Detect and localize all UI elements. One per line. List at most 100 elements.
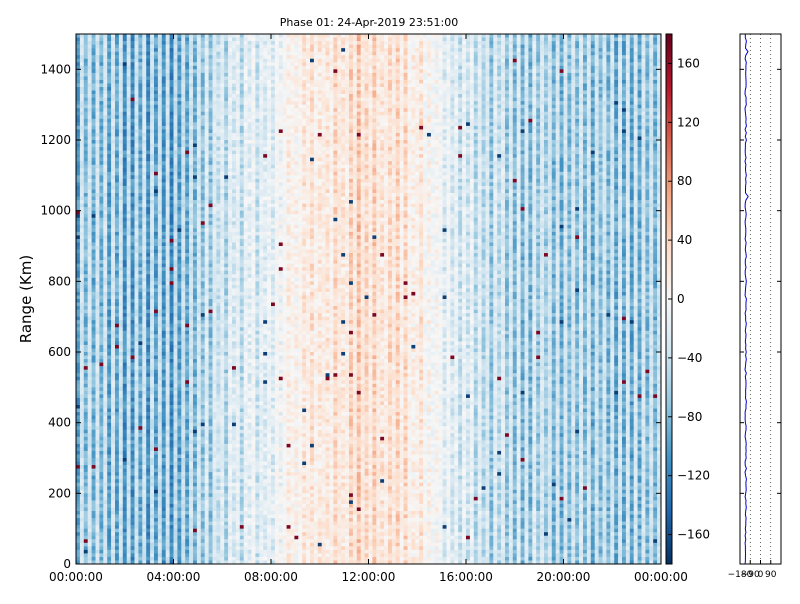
heatmap-cell <box>131 105 135 109</box>
heatmap-cell <box>119 257 123 261</box>
heatmap-cell <box>162 341 166 345</box>
heatmap-cell <box>115 327 119 331</box>
heatmap-cell <box>197 458 201 462</box>
heatmap-cell <box>166 80 170 84</box>
heatmap-cell <box>174 154 178 158</box>
heatmap-cell <box>88 550 92 554</box>
heatmap-cell <box>185 129 189 133</box>
heatmap-cell <box>185 557 189 561</box>
heatmap-cell <box>174 363 178 367</box>
heatmap-cell <box>119 345 123 349</box>
heatmap-cell <box>115 52 119 56</box>
heatmap-cell <box>174 257 178 261</box>
heatmap-cell <box>185 235 189 239</box>
heatmap-cell <box>84 426 88 430</box>
heatmap-cell <box>162 447 166 451</box>
heatmap-cell <box>205 83 209 87</box>
heatmap-cell <box>76 454 80 458</box>
heatmap-cell <box>142 87 146 91</box>
heatmap-cell <box>150 419 154 423</box>
heatmap-cell <box>99 356 103 360</box>
heatmap-cell <box>111 472 115 476</box>
heatmap-cell <box>99 430 103 434</box>
heatmap-cell <box>150 458 154 462</box>
heatmap-cell <box>103 151 107 155</box>
heatmap-cell <box>76 529 80 533</box>
heatmap-cell <box>99 412 103 416</box>
heatmap-cell <box>166 483 170 487</box>
heatmap-cell <box>158 221 162 225</box>
heatmap-cell <box>170 525 174 529</box>
heatmap-cell <box>154 112 158 116</box>
heatmap-cell <box>154 193 158 197</box>
heatmap-cell <box>185 536 189 540</box>
heatmap-cell <box>107 483 111 487</box>
heatmap-cell <box>193 140 197 144</box>
heatmap-cell <box>146 536 150 540</box>
heatmap-cell <box>146 147 150 151</box>
heatmap-cell <box>115 144 119 148</box>
heatmap-cell <box>111 204 115 208</box>
heatmap-cell <box>96 55 100 59</box>
heatmap-cell <box>138 182 142 186</box>
heatmap-cell <box>201 303 205 307</box>
heatmap-cell <box>201 126 205 130</box>
heatmap-cell <box>131 348 135 352</box>
heatmap-cell <box>158 218 162 222</box>
heatmap-cell <box>115 447 119 451</box>
heatmap-cell <box>189 200 193 204</box>
heatmap-cell <box>92 373 96 377</box>
heatmap-cell <box>138 207 142 211</box>
heatmap-cell <box>88 76 92 80</box>
heatmap-cell <box>166 458 170 462</box>
heatmap-cell <box>158 444 162 448</box>
heatmap-cell <box>84 264 88 268</box>
heatmap-cell <box>185 324 189 328</box>
heatmap-cell <box>162 303 166 307</box>
heatmap-cell <box>197 437 201 441</box>
heatmap-cell <box>135 539 139 543</box>
heatmap-cell <box>185 271 189 275</box>
heatmap-cell <box>84 253 88 257</box>
heatmap-cell <box>170 310 174 314</box>
heatmap-cell <box>119 507 123 511</box>
heatmap-cell <box>96 101 100 105</box>
heatmap-cell <box>158 91 162 95</box>
heatmap-cell <box>146 387 150 391</box>
heatmap-cell <box>193 366 197 370</box>
heatmap-cell <box>197 377 201 381</box>
heatmap-cell <box>76 165 80 169</box>
heatmap-cell <box>150 45 154 49</box>
heatmap-cell <box>127 299 131 303</box>
heatmap-cell <box>185 204 189 208</box>
heatmap-cell <box>201 59 205 63</box>
heatmap-cell <box>107 179 111 183</box>
heatmap-cell <box>162 242 166 246</box>
heatmap-cell <box>185 359 189 363</box>
heatmap-cell <box>127 182 131 186</box>
heatmap-cell <box>88 458 92 462</box>
heatmap-cell <box>142 253 146 257</box>
heatmap-cell <box>138 345 142 349</box>
heatmap-cell <box>111 225 115 229</box>
heatmap-cell <box>146 119 150 123</box>
heatmap-cell <box>181 98 185 102</box>
heatmap-cell <box>80 179 84 183</box>
heatmap-cell <box>166 490 170 494</box>
heatmap-cell <box>107 348 111 352</box>
heatmap-cell <box>201 426 205 430</box>
heatmap-cell <box>135 398 139 402</box>
heatmap-cell <box>142 66 146 70</box>
heatmap-cell <box>115 511 119 515</box>
heatmap-cell <box>166 550 170 554</box>
heatmap-cell <box>84 550 88 554</box>
heatmap-cell <box>92 260 96 264</box>
heatmap-cell <box>111 306 115 310</box>
heatmap-cell <box>142 45 146 49</box>
heatmap-cell <box>107 391 111 395</box>
heatmap-cell <box>115 257 119 261</box>
heatmap-cell <box>138 204 142 208</box>
heatmap-cell <box>193 303 197 307</box>
heatmap-cell <box>177 94 181 98</box>
heatmap-cell <box>92 264 96 268</box>
